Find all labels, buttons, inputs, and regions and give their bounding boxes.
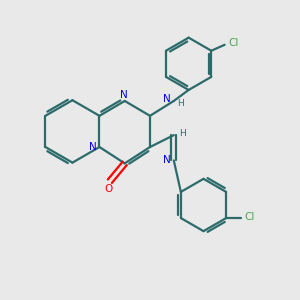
Text: H: H: [177, 99, 184, 108]
Text: N: N: [164, 94, 171, 104]
Text: N: N: [89, 142, 97, 152]
Text: Cl: Cl: [228, 38, 239, 48]
Text: N: N: [120, 90, 128, 100]
Text: Cl: Cl: [245, 212, 255, 223]
Text: O: O: [104, 184, 112, 194]
Text: H: H: [179, 129, 185, 138]
Text: N: N: [164, 155, 171, 165]
